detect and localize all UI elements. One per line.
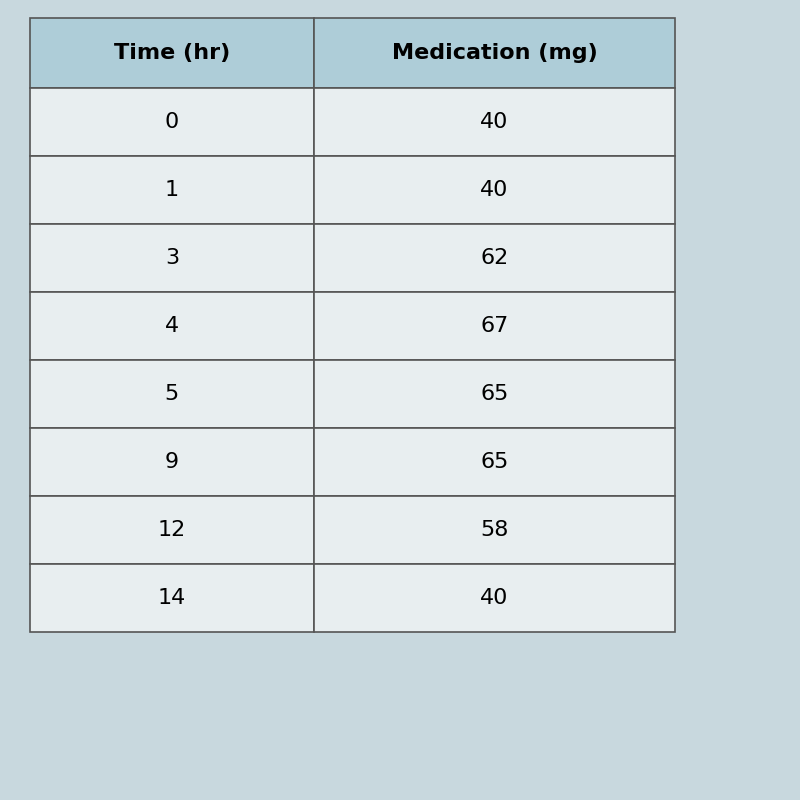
Text: 65: 65 [480, 452, 509, 472]
Bar [314, 18, 675, 88]
Bar [314, 156, 675, 224]
Bar [30, 18, 314, 88]
Text: 0: 0 [165, 112, 179, 132]
Bar [30, 496, 314, 564]
Bar [30, 428, 314, 496]
Bar [30, 292, 314, 360]
Text: 40: 40 [480, 588, 509, 608]
Text: 67: 67 [480, 316, 509, 336]
Text: 65: 65 [480, 384, 509, 404]
Bar [314, 224, 675, 292]
Bar [314, 496, 675, 564]
Text: Medication (mg): Medication (mg) [391, 43, 598, 63]
Bar [30, 156, 314, 224]
Bar [30, 224, 314, 292]
Bar [30, 88, 314, 156]
Text: 5: 5 [165, 384, 179, 404]
Bar [314, 292, 675, 360]
Text: 1: 1 [165, 180, 179, 200]
Bar [30, 360, 314, 428]
Text: 14: 14 [158, 588, 186, 608]
Bar [314, 564, 675, 632]
Bar [314, 360, 675, 428]
Bar [314, 428, 675, 496]
Text: 62: 62 [480, 248, 509, 268]
Text: Time (hr): Time (hr) [114, 43, 230, 63]
Text: 40: 40 [480, 112, 509, 132]
Bar [30, 564, 314, 632]
Text: 58: 58 [480, 520, 509, 540]
Text: 40: 40 [480, 180, 509, 200]
Bar [314, 88, 675, 156]
Text: 12: 12 [158, 520, 186, 540]
Text: 4: 4 [165, 316, 179, 336]
Text: 3: 3 [165, 248, 179, 268]
Text: 9: 9 [165, 452, 179, 472]
